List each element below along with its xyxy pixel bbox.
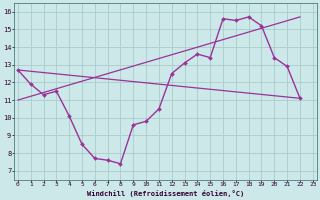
X-axis label: Windchill (Refroidissement éolien,°C): Windchill (Refroidissement éolien,°C) <box>87 190 244 197</box>
